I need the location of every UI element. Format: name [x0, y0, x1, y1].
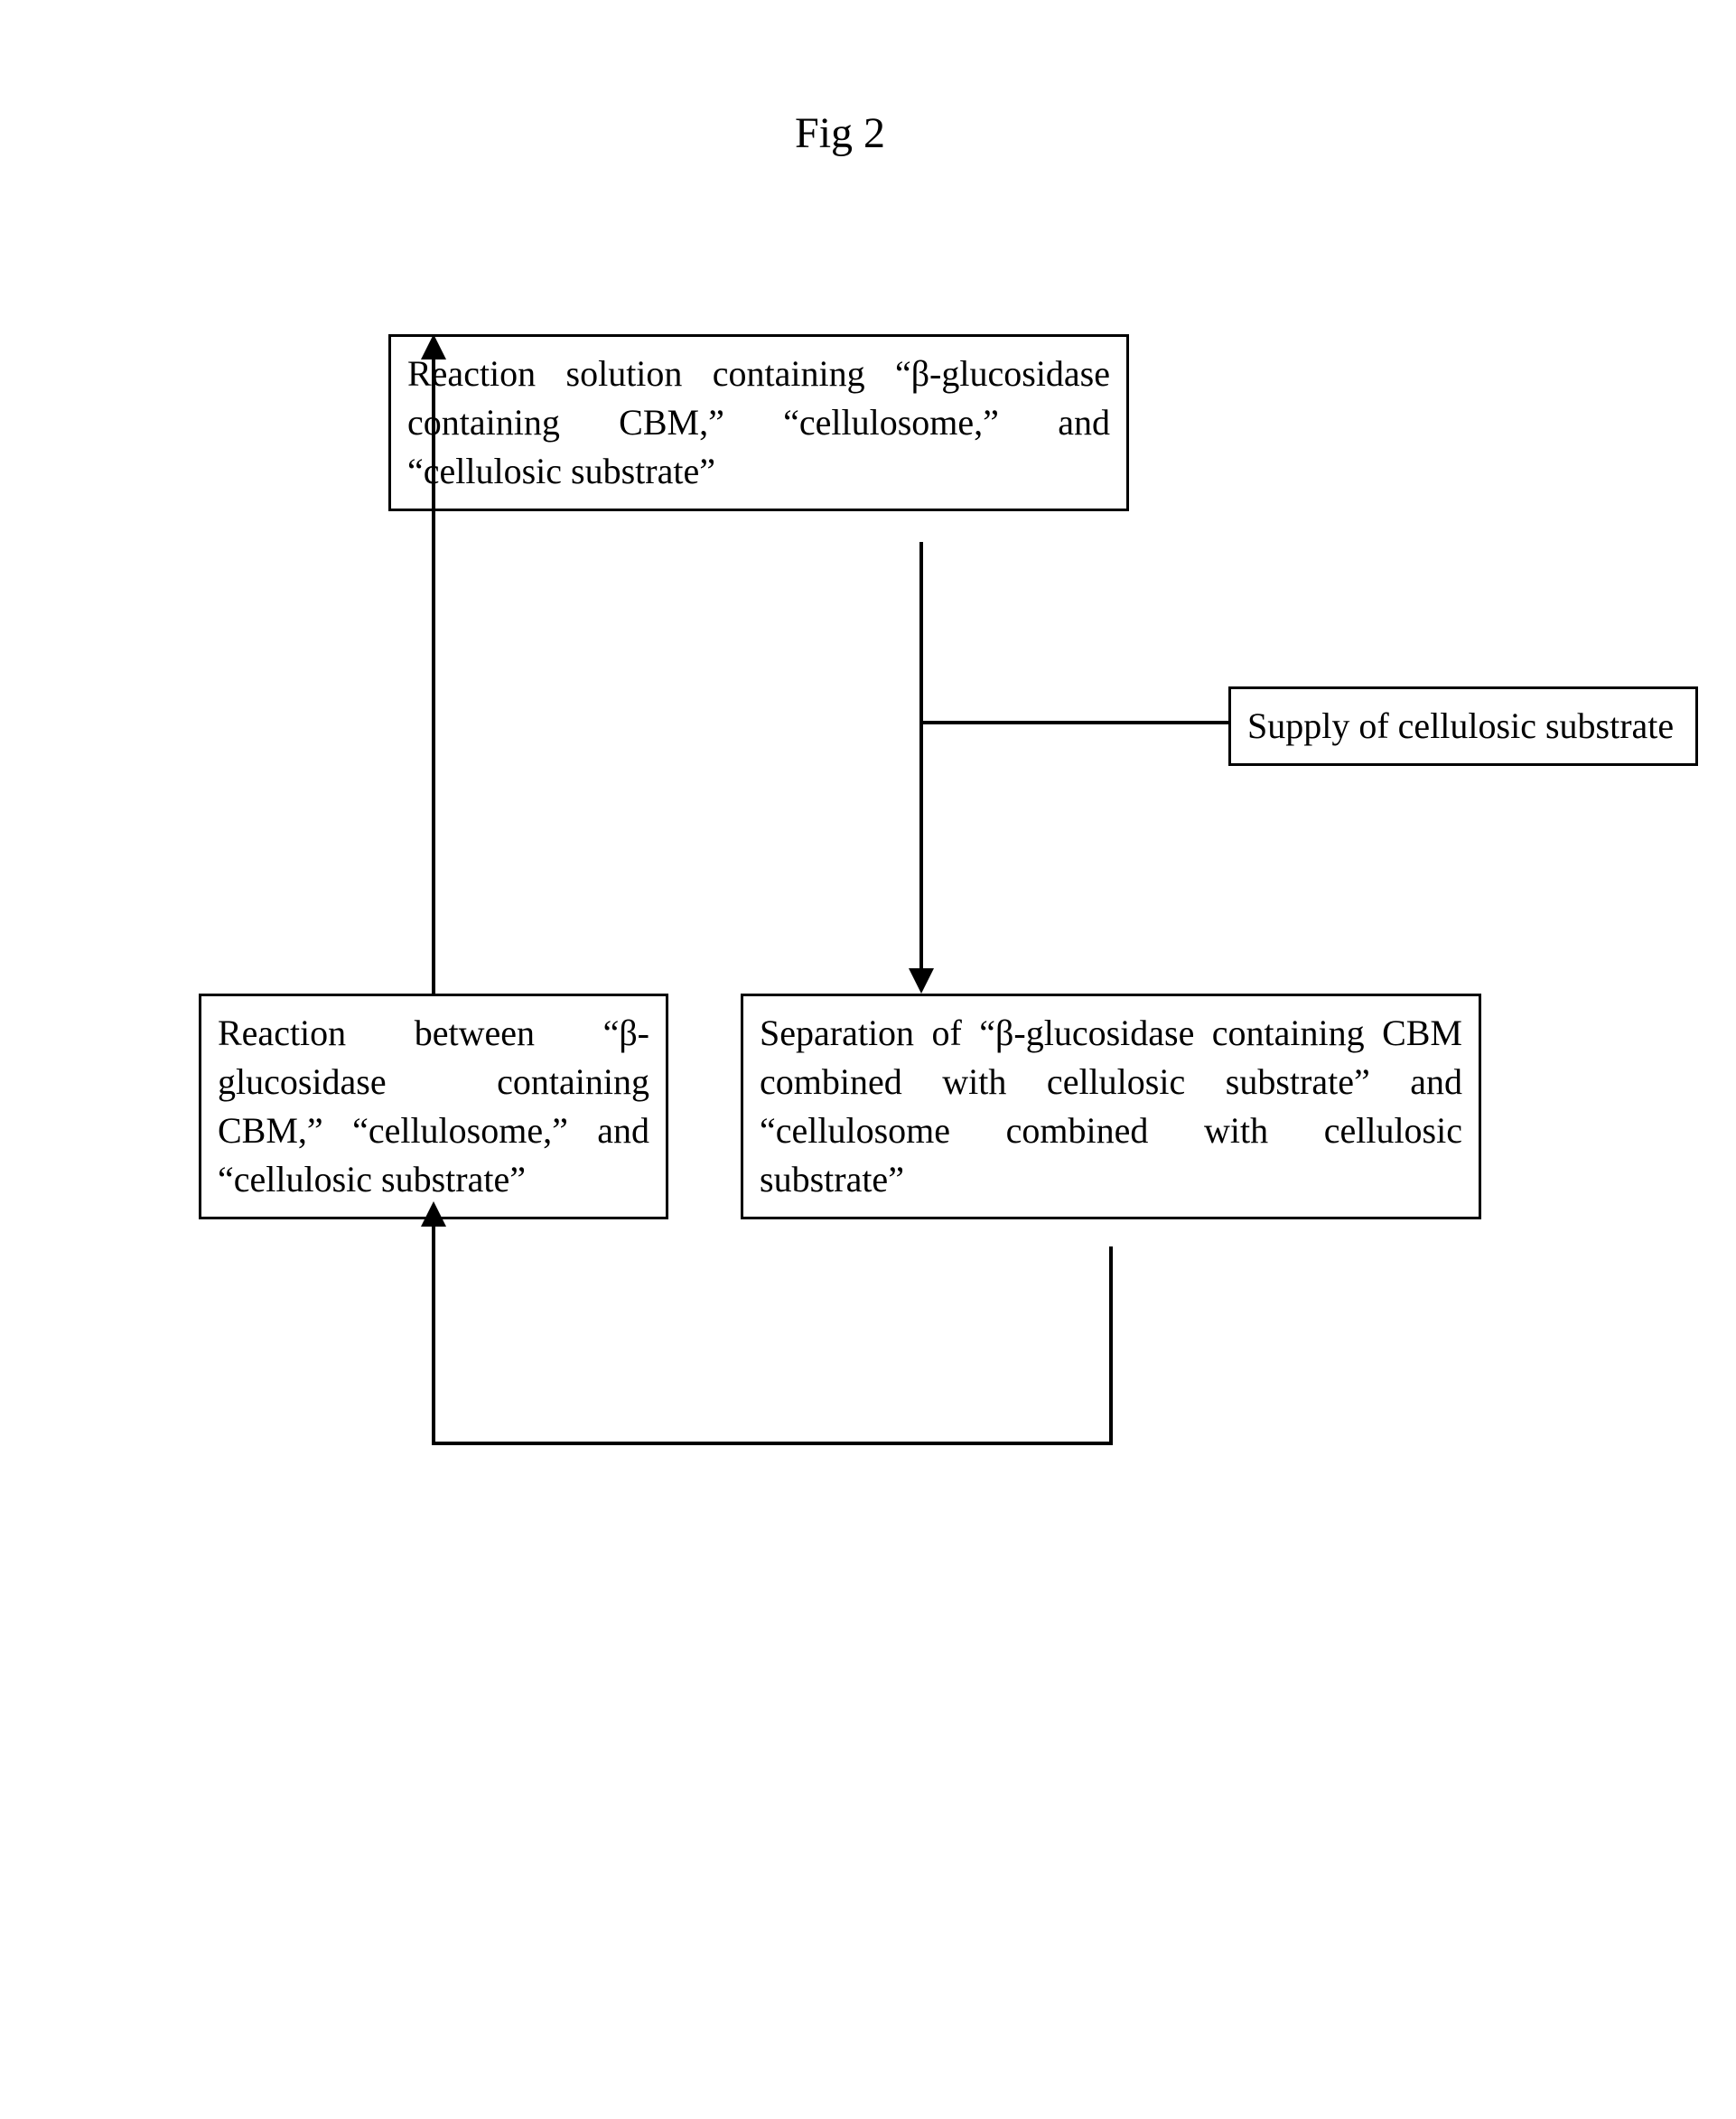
- arrow-solution-to-separation-line: [919, 542, 923, 968]
- box-separation: Separation of “β-glucosidase containing …: [741, 994, 1481, 1219]
- arrow-sep-to-react-head: [421, 1201, 446, 1227]
- figure-title: Fig 2: [795, 108, 885, 158]
- arrow-sep-to-react-h: [432, 1442, 1113, 1445]
- box-reaction-between: Reaction between “β-glucosidase containi…: [199, 994, 668, 1219]
- arrow-sep-to-react-v1: [1109, 1246, 1113, 1445]
- box-reaction-solution: Reaction solution containing “β-glucosid…: [388, 334, 1129, 511]
- arrow-sep-to-react-v2: [432, 1227, 435, 1445]
- arrow-react-to-solution-head: [421, 334, 446, 359]
- box-supply: Supply of cellulosic substrate: [1228, 686, 1698, 766]
- arrow-supply-merge-line: [923, 721, 1228, 724]
- arrow-react-to-solution-line: [432, 359, 435, 994]
- arrow-solution-to-separation-head: [909, 968, 934, 994]
